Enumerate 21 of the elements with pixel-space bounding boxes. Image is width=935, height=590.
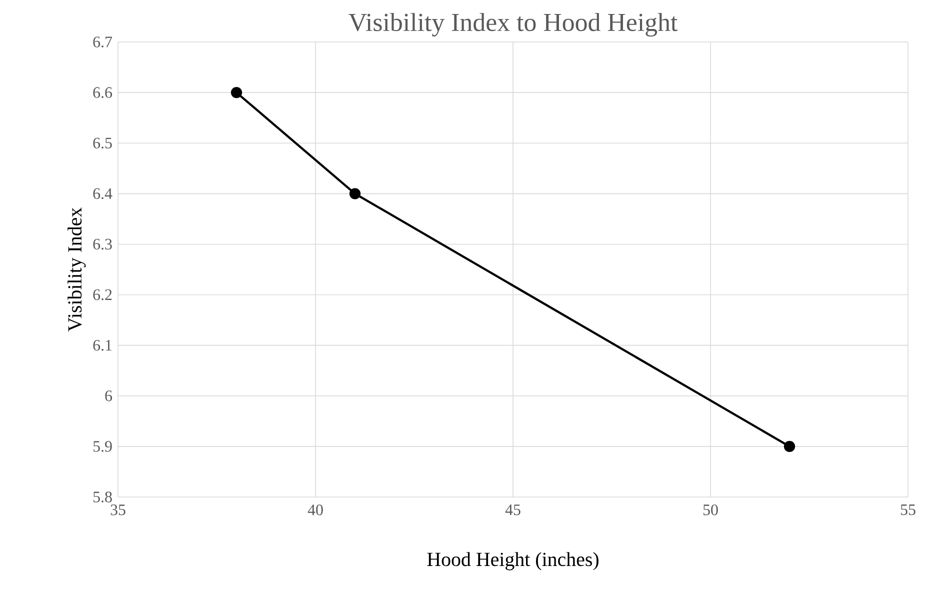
y-tick-label: 6.3 [93, 238, 112, 250]
y-tick-label: 5.8 [93, 492, 112, 502]
x-tick-label: 45 [505, 504, 520, 516]
point [349, 188, 361, 200]
point [230, 86, 242, 98]
y-axis-title: Visibility Index [68, 208, 86, 332]
y-tick-label: 6.5 [93, 138, 112, 148]
x-axis-title: Hood Height (inches) [427, 552, 598, 570]
y-tick-label: 6.1 [93, 340, 112, 351]
y-tick-label: 6.6 [93, 87, 112, 98]
x-tick-label: 35 [110, 504, 126, 516]
x-tick-label: 50 [703, 504, 718, 516]
y-tick-label: 6.2 [93, 289, 112, 300]
x-tick-label: 40 [308, 504, 323, 516]
x-tick-label: 55 [900, 504, 916, 516]
y-tick-label: 6.4 [93, 188, 112, 200]
y-tick-label: 5.9 [93, 441, 112, 452]
chart-title: Visibility Index to Hood Height [348, 12, 678, 37]
y-tick-label: 6 [105, 390, 112, 402]
y-tick-label: 6.7 [93, 36, 112, 48]
point [784, 440, 796, 452]
